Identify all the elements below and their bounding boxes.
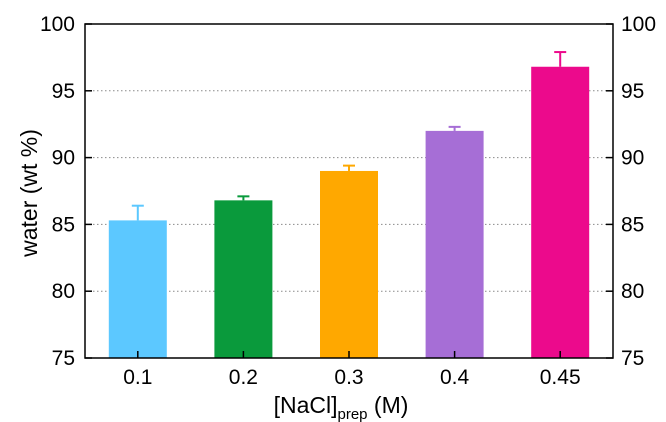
axis-ticks: 75 75 80 80 85 85 90 90 95 95 100 100 0.1 0.2 0.3 0.4 0.… xyxy=(40,13,656,389)
bar xyxy=(108,220,167,358)
x-axis-title-main: [NaCl] xyxy=(274,392,338,418)
y-tick-label-left: 75 xyxy=(52,347,75,370)
x-axis-title-unit: (M) xyxy=(368,392,409,418)
bar xyxy=(531,66,590,358)
y-tick-label-right: 80 xyxy=(621,280,644,303)
bar xyxy=(214,200,273,358)
y-tick-label-left: 90 xyxy=(52,147,75,170)
bar xyxy=(425,130,484,358)
x-axis-title: [NaCl]prep (M) xyxy=(274,392,409,422)
x-axis-title-subscript: prep xyxy=(338,406,368,422)
bar xyxy=(320,170,378,358)
y-tick-label-right: 90 xyxy=(621,147,644,170)
y-axis-title: water (wt %) xyxy=(16,129,42,258)
y-tick-label-left: 80 xyxy=(52,280,75,303)
y-tick-label-right: 100 xyxy=(621,13,656,36)
x-tick-label: 0.2 xyxy=(229,366,258,389)
y-tick-label-right: 85 xyxy=(621,213,644,236)
y-tick-label-left: 85 xyxy=(52,213,75,236)
x-tick-label: 0.3 xyxy=(334,366,363,389)
x-tick-label: 0.45 xyxy=(540,366,581,389)
y-tick-label-right: 75 xyxy=(621,347,644,370)
y-tick-label-left: 95 xyxy=(52,80,75,103)
x-tick-label: 0.1 xyxy=(123,366,152,389)
bars xyxy=(108,51,590,358)
x-tick-label: 0.4 xyxy=(440,366,470,389)
y-tick-label-right: 95 xyxy=(621,80,644,103)
y-tick-label-left: 100 xyxy=(40,13,75,36)
